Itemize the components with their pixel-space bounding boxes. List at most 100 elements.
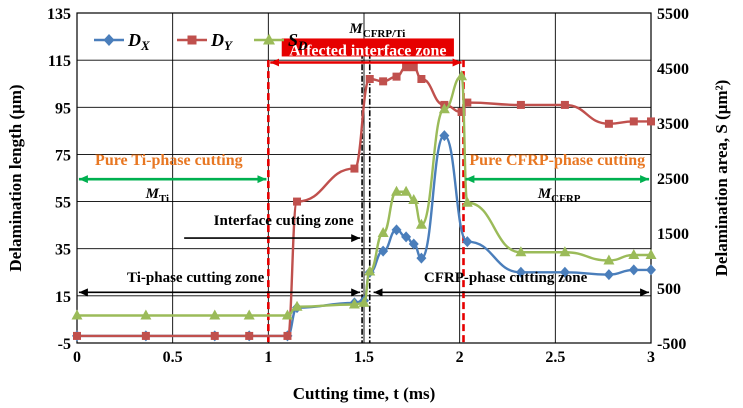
- data-point-d-x: [646, 264, 656, 276]
- x-tick-label: 1: [264, 349, 272, 366]
- y2-tick-label: 4500: [657, 61, 689, 78]
- legend-s-d-marker: [263, 33, 275, 45]
- data-point-s-d: [438, 103, 450, 114]
- data-point-d-x: [515, 266, 526, 278]
- y-tick-label: 75: [55, 147, 71, 164]
- data-point-d-y: [392, 72, 401, 81]
- data-point-d-y: [402, 63, 411, 72]
- series-line-d-y: [77, 66, 651, 338]
- data-point-s-d: [628, 249, 640, 259]
- data-point-s-d: [348, 298, 360, 309]
- data-point-s-d: [456, 70, 468, 81]
- y2-tick-label: 500: [657, 281, 681, 298]
- m-cfrp-label: MCFRP: [537, 186, 581, 205]
- legend-d-y-marker: [187, 35, 197, 45]
- m-ti-label: MTi: [145, 186, 170, 205]
- cfrp-zone-label: CFRP-phase cutting zone: [424, 270, 588, 286]
- data-point-d-y: [350, 164, 359, 173]
- legend-d-y-label: DY: [210, 30, 233, 53]
- y-tick-label: -5: [58, 336, 71, 353]
- data-point-d-y: [141, 331, 150, 340]
- pure-ti-label: Pure Ti-phase cutting: [95, 152, 243, 169]
- data-point-d-y: [210, 331, 219, 340]
- y2-tick-label: 5500: [657, 6, 689, 23]
- data-point-d-y: [283, 331, 292, 340]
- data-point-s-d: [364, 265, 376, 276]
- y-tick-label: 15: [55, 289, 71, 306]
- data-point-d-y: [73, 331, 81, 340]
- data-point-d-y: [245, 331, 254, 340]
- data-point-s-d: [377, 227, 389, 237]
- data-point-s-d: [391, 185, 403, 196]
- data-point-s-d: [645, 249, 657, 259]
- y-tick-label: 135: [47, 6, 71, 23]
- data-point-s-d: [291, 300, 303, 311]
- legend: DX DY SD: [94, 30, 308, 53]
- data-point-d-y: [560, 100, 569, 109]
- data-point-s-d: [515, 246, 527, 257]
- y2-tick-label: 1500: [657, 226, 689, 243]
- data-point-d-y: [457, 108, 466, 116]
- data-point-s-d: [559, 246, 571, 257]
- data-point-d-x: [391, 224, 402, 236]
- data-point-d-x: [559, 266, 570, 278]
- data-point-d-x: [401, 231, 412, 243]
- pure-cfrp-label: Pure CFRP-phase cutting: [469, 152, 645, 169]
- y-tick-label: 35: [55, 242, 71, 259]
- data-point-s-d: [400, 185, 412, 196]
- data-point-d-y: [365, 75, 374, 83]
- data-point-d-x: [439, 130, 450, 142]
- data-point-d-y: [463, 98, 472, 107]
- affected-zone-label: Affected interface zone: [289, 42, 446, 59]
- data-point-d-x: [378, 245, 389, 257]
- y-tick-label: 115: [48, 53, 71, 70]
- ti-zone-label: Ti-phase cutting zone: [127, 270, 265, 286]
- data-point-s-d: [243, 309, 255, 320]
- y-tick-label: 55: [55, 195, 71, 212]
- data-point-s-d: [415, 218, 427, 229]
- tick-labels: 0 0.5 1 1.5 2 2.5 3 -5 15 35 55 75 95 115 135 -500 500 15…: [47, 6, 689, 366]
- legend-d-x-label: DX: [127, 30, 150, 53]
- data-point-d-y: [629, 117, 638, 126]
- data-point-d-y: [379, 77, 388, 86]
- y-axis-title-left: Delamination length (μm): [6, 84, 25, 271]
- data-point-d-x: [416, 252, 427, 264]
- data-point-s-d: [71, 309, 83, 320]
- x-axis-title: Cutting time, t (ms): [293, 384, 436, 403]
- affected-zone-banner: [281, 38, 454, 57]
- y-axis-title-right: Delamination area, S (μm²): [712, 80, 731, 277]
- x-tick-label: 2: [456, 349, 464, 366]
- data-point-s-d: [140, 309, 152, 320]
- data-point-d-y: [604, 119, 613, 128]
- x-tick-label: 0: [73, 349, 81, 366]
- data-point-d-y: [293, 197, 302, 206]
- data-point-s-d: [358, 296, 370, 307]
- data-point-d-x: [628, 264, 639, 276]
- m-interface-label: MCFRP/Ti: [348, 21, 405, 40]
- y2-tick-label: 3500: [657, 116, 689, 133]
- data-point-d-y: [647, 117, 655, 126]
- data-point-s-d: [603, 254, 615, 265]
- y2-tick-label: 2500: [657, 171, 689, 188]
- data-point-s-d: [461, 196, 473, 207]
- x-tick-label: 1.5: [354, 349, 374, 366]
- data-point-s-d: [408, 194, 420, 204]
- data-point-s-d: [209, 309, 221, 320]
- x-tick-label: 3: [647, 349, 655, 366]
- series-layer: [71, 63, 657, 342]
- y2-tick-label: -500: [657, 336, 686, 353]
- x-tick-label: 2.5: [545, 349, 565, 366]
- x-tick-label: 0.5: [163, 349, 183, 366]
- data-point-d-y: [409, 63, 418, 72]
- data-point-d-y: [417, 75, 426, 83]
- data-point-d-x: [408, 238, 419, 250]
- interface-zone-label: Interface cutting zone: [214, 213, 354, 229]
- annotations: Pure Ti-phase cutting MTi Affected interfa…: [78, 21, 650, 297]
- y-tick-label: 95: [55, 100, 71, 117]
- data-point-d-x: [603, 269, 614, 281]
- data-point-d-x: [462, 236, 473, 248]
- legend-s-d-label: SD: [288, 30, 308, 53]
- data-point-d-y: [516, 100, 525, 109]
- data-point-s-d: [281, 309, 293, 320]
